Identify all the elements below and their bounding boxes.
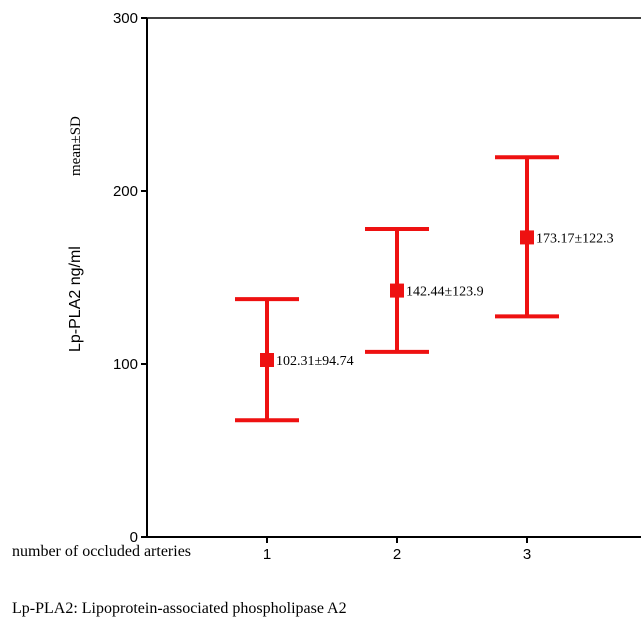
y-tick-label: 300 bbox=[113, 10, 138, 27]
data-label: 173.17±122.3 bbox=[536, 231, 614, 246]
y-axis-label: Lp-PLA2 ng/ml bbox=[67, 246, 84, 352]
mean-marker bbox=[520, 230, 534, 245]
x-axis-label: number of occluded arteries bbox=[12, 543, 191, 560]
mean-marker bbox=[390, 283, 404, 298]
mean-marker bbox=[260, 353, 274, 368]
data-label: 142.44±123.9 bbox=[406, 285, 484, 300]
footnote: Lp-PLA2: Lipoprotein-associated phosphol… bbox=[12, 600, 347, 617]
error-bars: 102.31±94.74 142.44±123.9 173.17±122.3 bbox=[235, 155, 614, 423]
y-axis-note: mean±SD bbox=[68, 116, 84, 176]
y-tick-label: 0 bbox=[130, 529, 138, 546]
data-label: 102.31±94.74 bbox=[276, 354, 354, 369]
y-tick-label: 200 bbox=[113, 183, 138, 200]
axes bbox=[146, 17, 641, 538]
x-tick-label: 1 bbox=[263, 546, 271, 563]
x-tick-label: 2 bbox=[393, 546, 401, 563]
x-tick-label: 3 bbox=[523, 546, 531, 563]
y-ticks: 0 100 200 300 1 2 3 bbox=[113, 10, 531, 563]
y-tick-label: 100 bbox=[113, 356, 138, 373]
